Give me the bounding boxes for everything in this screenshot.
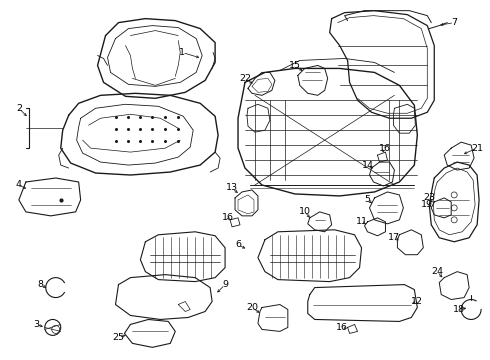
Text: 21: 21: [471, 144, 483, 153]
Text: 24: 24: [431, 267, 443, 276]
Text: 20: 20: [246, 303, 258, 312]
Text: 2: 2: [16, 104, 22, 113]
Text: 5: 5: [365, 195, 370, 204]
Text: 16: 16: [378, 144, 391, 153]
Text: 13: 13: [226, 184, 238, 193]
Text: 10: 10: [299, 207, 311, 216]
Text: 14: 14: [362, 161, 373, 170]
Text: 19: 19: [421, 201, 433, 210]
Text: 25: 25: [113, 333, 124, 342]
Text: 12: 12: [411, 297, 423, 306]
Text: 17: 17: [389, 233, 400, 242]
Text: 9: 9: [222, 280, 228, 289]
Text: 23: 23: [423, 193, 435, 202]
Text: 16: 16: [222, 213, 234, 222]
Text: 15: 15: [289, 61, 301, 70]
Text: 18: 18: [453, 305, 465, 314]
Text: 7: 7: [451, 18, 457, 27]
Text: 16: 16: [336, 323, 347, 332]
Text: 6: 6: [235, 240, 241, 249]
Text: 3: 3: [33, 320, 39, 329]
Text: 8: 8: [38, 280, 44, 289]
Text: 1: 1: [179, 48, 185, 57]
Text: 11: 11: [356, 217, 368, 226]
Text: 22: 22: [239, 74, 251, 83]
Text: 4: 4: [16, 180, 22, 189]
